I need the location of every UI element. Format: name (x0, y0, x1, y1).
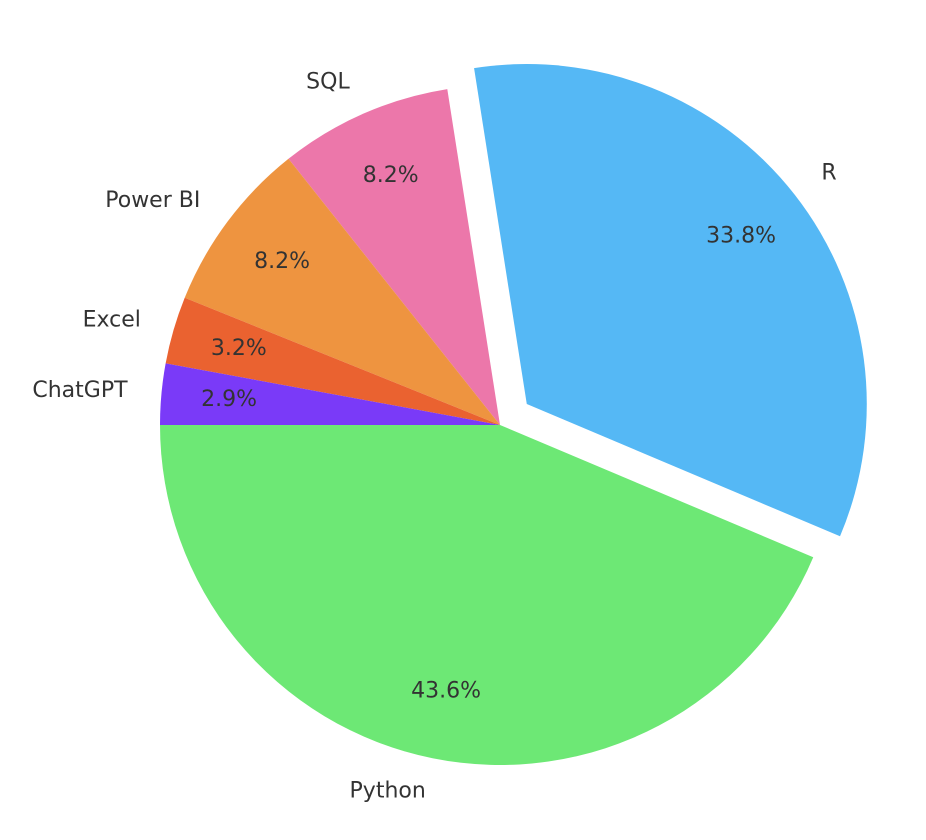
pie-slice (288, 89, 500, 426)
pie-slice (160, 363, 500, 425)
slice-label: ChatGPT (32, 378, 128, 403)
pie-slice (165, 297, 500, 425)
slice-label: Excel (83, 308, 141, 333)
slice-label: Python (350, 779, 426, 804)
percent-label: 8.2% (254, 249, 310, 274)
percent-label: 33.8% (706, 224, 776, 249)
percent-label: 43.6% (411, 679, 481, 704)
percent-label: 3.2% (211, 336, 267, 361)
pie-slice (184, 158, 500, 425)
percent-label: 2.9% (201, 387, 257, 412)
slice-label: Power BI (105, 188, 200, 213)
pie-slice (160, 425, 814, 765)
slice-label: R (821, 161, 836, 186)
slice-label: SQL (306, 70, 350, 95)
percent-label: 8.2% (363, 163, 419, 188)
pie-slice (474, 64, 867, 537)
